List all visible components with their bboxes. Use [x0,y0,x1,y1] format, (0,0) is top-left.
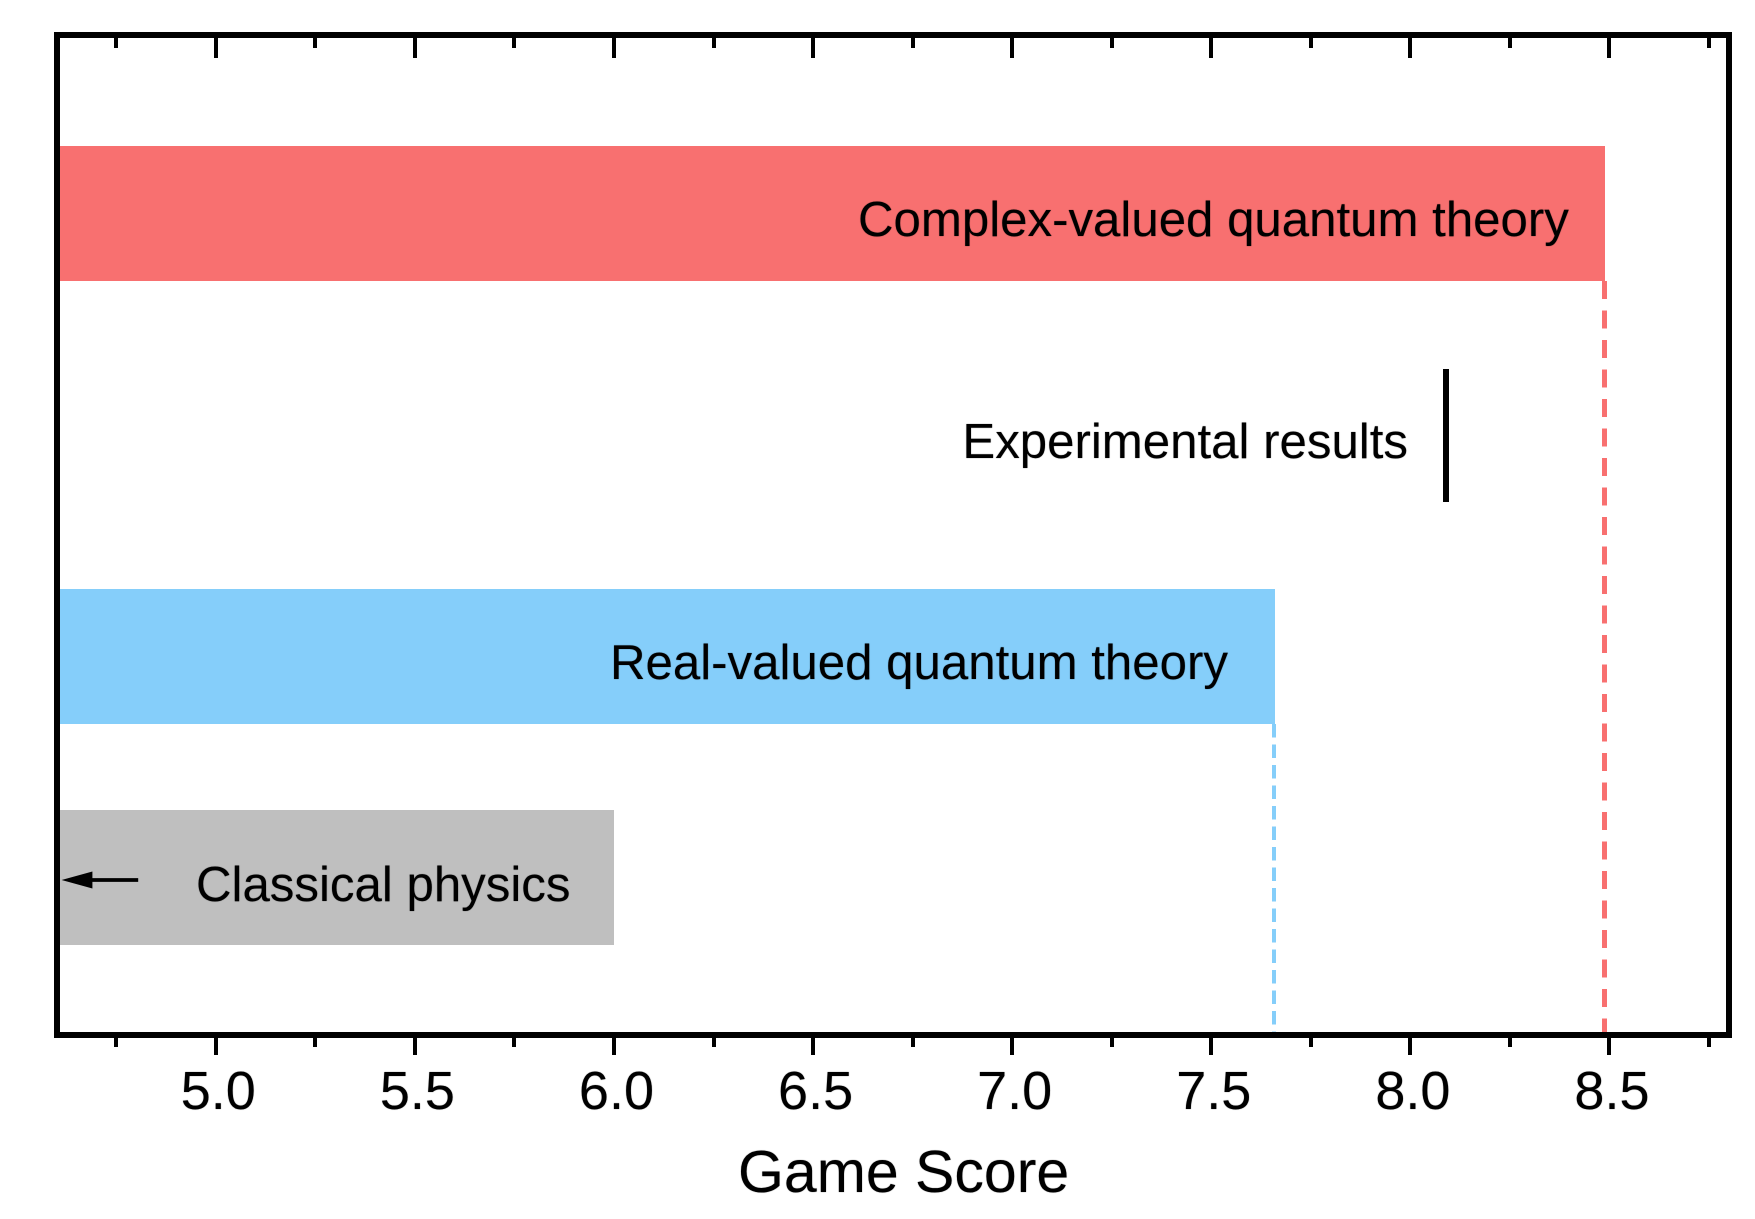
major-tick-bottom [611,1038,616,1055]
minor-tick-top [512,38,517,48]
minor-tick-bottom [1109,1038,1114,1047]
major-tick-bottom [1607,1038,1612,1055]
minor-tick-top [910,38,915,48]
major-tick-top [811,38,816,58]
minor-tick-bottom [1308,1038,1313,1047]
bar-0 [54,146,1606,281]
major-tick-bottom [1209,1038,1214,1055]
minor-tick-top [1507,38,1512,48]
major-tick-top [1209,38,1214,58]
x-tick-label-6.0: 6.0 [578,1060,655,1121]
minor-tick-top [114,38,119,48]
row-label-3: Classical physics [196,856,571,912]
major-tick-top [1408,38,1413,58]
minor-tick-bottom [1707,1038,1712,1047]
major-tick-top [213,38,218,58]
row-label-2: Real-valued quantum theory [610,635,1228,691]
major-tick-bottom [213,1038,218,1055]
x-tick-label-6.5: 6.5 [778,1060,854,1121]
major-tick-top [1607,38,1612,58]
bar-3 [54,810,614,945]
row-label-0: Complex-valued quantum theory [858,192,1569,248]
major-tick-bottom [1408,1038,1413,1055]
x-axis-label: Game Score [738,1139,1070,1206]
major-tick-bottom [412,1038,417,1055]
minor-tick-top [313,38,318,48]
left-arrow-icon [61,871,139,889]
dashed-guide-line-2 [1271,723,1276,1032]
x-tick-label-7.0: 7.0 [977,1060,1053,1121]
major-tick-top [611,38,616,58]
minor-tick-bottom [910,1038,915,1047]
minor-tick-bottom [1507,1038,1512,1047]
experimental-marker-line [1443,369,1449,502]
major-tick-bottom [1010,1038,1015,1055]
major-tick-top [412,38,417,58]
minor-tick-bottom [711,1038,716,1047]
x-tick-label-5.5: 5.5 [379,1060,455,1121]
minor-tick-top [1707,38,1712,48]
minor-tick-bottom [512,1038,517,1047]
major-tick-bottom [811,1038,816,1055]
x-tick-label-5.0: 5.0 [180,1060,256,1121]
row-label-1: Experimental results [962,414,1408,470]
major-tick-top [1010,38,1015,58]
minor-tick-top [711,38,716,48]
x-tick-label-8.5: 8.5 [1574,1060,1650,1121]
x-tick-label-8.0: 8.0 [1375,1060,1451,1121]
minor-tick-bottom [313,1038,318,1047]
minor-tick-top [1308,38,1313,48]
x-tick-label-7.5: 7.5 [1176,1060,1252,1121]
minor-tick-top [1109,38,1114,48]
dashed-guide-line-0 [1601,281,1607,1032]
minor-tick-bottom [114,1038,119,1047]
bar-2 [54,588,1275,724]
